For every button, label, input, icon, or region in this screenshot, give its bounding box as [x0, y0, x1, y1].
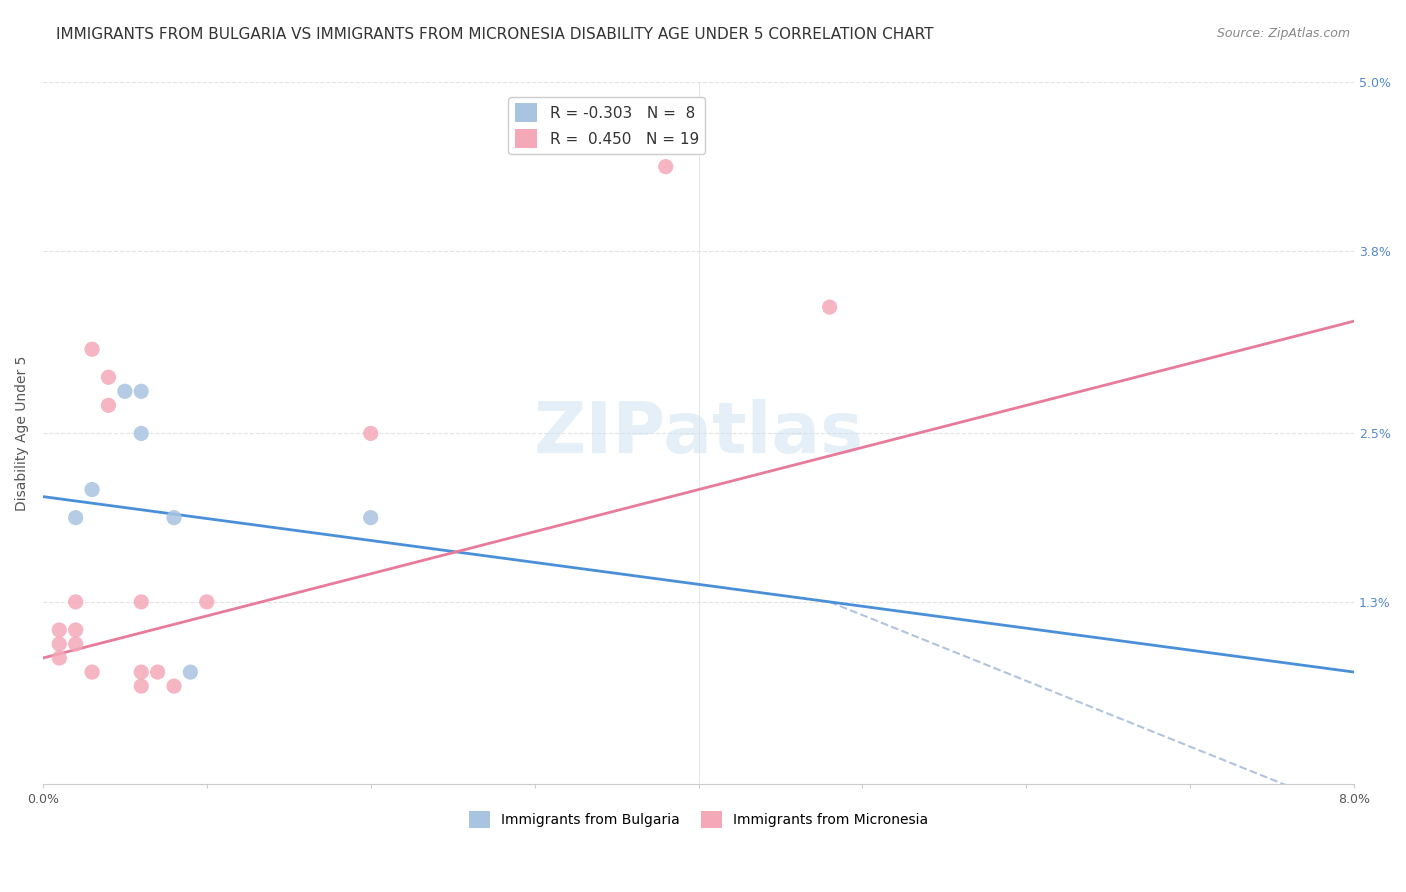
- Point: [163, 679, 186, 693]
- Text: IMMIGRANTS FROM BULGARIA VS IMMIGRANTS FROM MICRONESIA DISABILITY AGE UNDER 5 CO: IMMIGRANTS FROM BULGARIA VS IMMIGRANTS F…: [56, 27, 934, 42]
- Point: [48, 651, 70, 665]
- Point: [163, 510, 186, 524]
- Point: [818, 300, 841, 314]
- Point: [48, 637, 70, 651]
- Text: Source: ZipAtlas.com: Source: ZipAtlas.com: [1216, 27, 1350, 40]
- Point: [65, 510, 87, 524]
- Point: [114, 384, 136, 399]
- Point: [195, 595, 218, 609]
- Point: [80, 342, 103, 356]
- Point: [65, 623, 87, 637]
- Point: [523, 131, 546, 145]
- Point: [80, 483, 103, 497]
- Point: [360, 426, 382, 441]
- Point: [129, 679, 152, 693]
- Point: [360, 510, 382, 524]
- Point: [65, 637, 87, 651]
- Text: ZIPatlas: ZIPatlas: [533, 399, 863, 468]
- Point: [129, 384, 152, 399]
- Point: [129, 426, 152, 441]
- Point: [80, 665, 103, 679]
- Point: [65, 595, 87, 609]
- Point: [654, 160, 676, 174]
- Legend: Immigrants from Bulgaria, Immigrants from Micronesia: Immigrants from Bulgaria, Immigrants fro…: [464, 805, 934, 834]
- Point: [97, 398, 120, 412]
- Point: [48, 623, 70, 637]
- Point: [179, 665, 201, 679]
- Point: [146, 665, 169, 679]
- Y-axis label: Disability Age Under 5: Disability Age Under 5: [15, 356, 30, 511]
- Point: [129, 595, 152, 609]
- Point: [129, 665, 152, 679]
- Point: [97, 370, 120, 384]
